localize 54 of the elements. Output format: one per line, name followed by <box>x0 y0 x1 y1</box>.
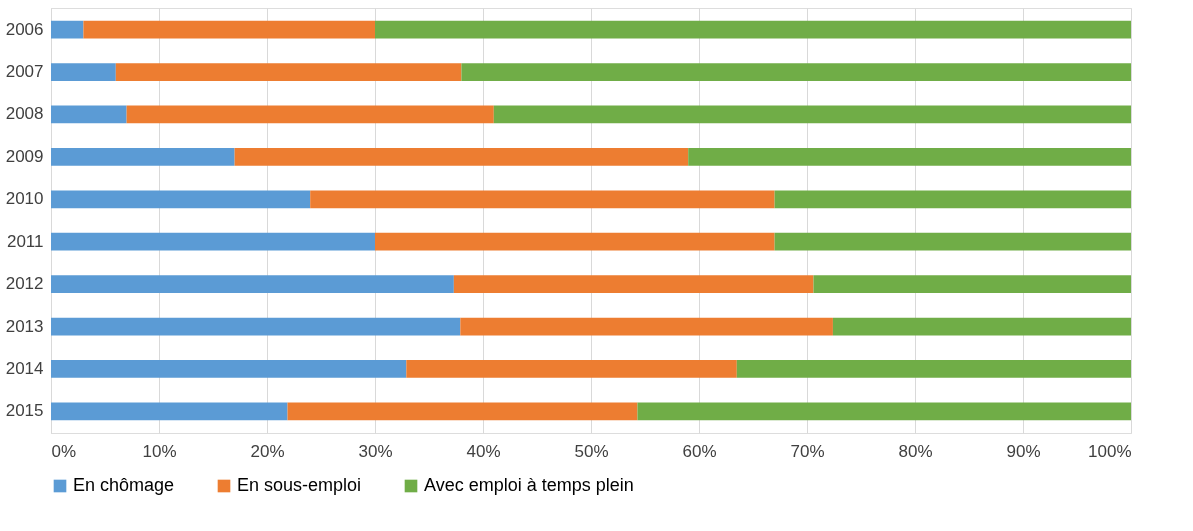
y-tick-label: 2010 <box>5 189 44 209</box>
y-tick-label: 2015 <box>5 401 44 421</box>
bar <box>51 317 461 336</box>
x-tick-label: 80% <box>898 441 933 461</box>
x-tick-label: 0% <box>51 441 77 461</box>
bar <box>637 402 1131 421</box>
x-tick-label: 10% <box>142 441 177 461</box>
bar <box>51 360 407 378</box>
x-tick-label: 90% <box>1006 441 1041 461</box>
x-tick-label: 30% <box>358 441 393 461</box>
bar <box>83 20 375 39</box>
bar <box>461 63 1131 81</box>
y-tick-label: 2011 <box>6 231 44 251</box>
bar <box>126 105 494 124</box>
bar <box>51 232 375 251</box>
bar <box>774 190 1131 209</box>
y-tick-label: 2013 <box>5 316 44 336</box>
bar <box>375 20 1131 39</box>
bar <box>51 63 116 81</box>
bar <box>460 317 833 336</box>
y-tick-label: 2009 <box>5 146 44 166</box>
legend-label: En sous-emploi <box>237 475 362 495</box>
bar <box>115 63 462 81</box>
legend-label: Avec emploi à temps plein <box>424 475 634 495</box>
bar <box>406 360 737 378</box>
bar <box>813 275 1131 294</box>
bar <box>736 360 1131 378</box>
x-tick-label: 40% <box>466 441 501 461</box>
bar <box>310 190 775 209</box>
bar <box>375 232 775 251</box>
bar <box>453 275 814 294</box>
x-tick-label: 60% <box>682 441 717 461</box>
bar <box>51 190 311 209</box>
bar <box>234 147 689 166</box>
bar <box>51 402 288 421</box>
x-tick-label: 50% <box>574 441 609 461</box>
bar <box>688 147 1131 166</box>
legend-label: En chômage <box>73 475 175 495</box>
bar <box>51 20 84 39</box>
x-tick-label: 20% <box>250 441 285 461</box>
bar <box>287 402 638 421</box>
bar <box>774 232 1131 251</box>
bar <box>51 147 235 166</box>
bar <box>51 105 127 124</box>
bar <box>51 275 454 294</box>
y-tick-label: 2007 <box>5 62 44 82</box>
bar <box>493 105 1131 124</box>
x-tick-label: 100% <box>1088 441 1132 461</box>
y-tick-label: 2008 <box>5 104 44 124</box>
y-tick-label: 2006 <box>5 19 44 39</box>
x-tick-label: 70% <box>790 441 825 461</box>
bar <box>832 317 1131 336</box>
y-tick-label: 2014 <box>5 358 44 378</box>
y-tick-label: 2012 <box>5 274 44 294</box>
